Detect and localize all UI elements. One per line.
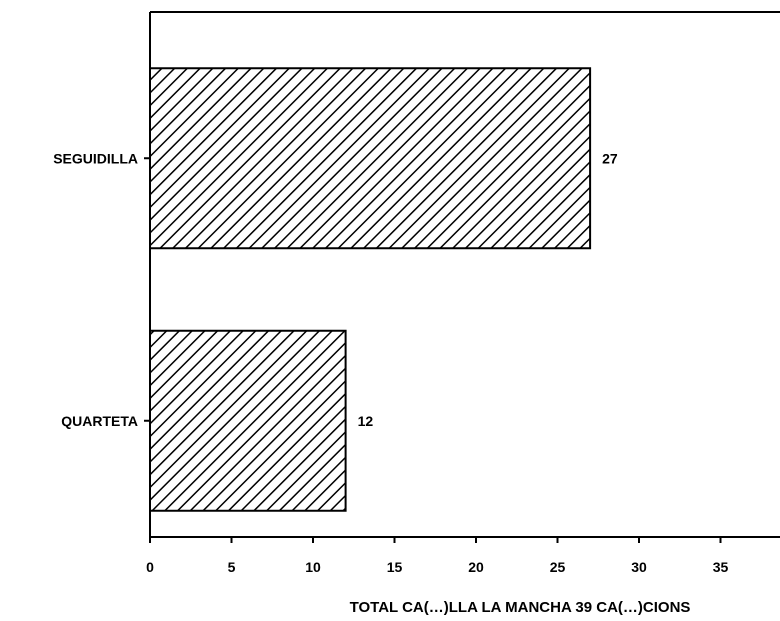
x-tick-label: 20	[468, 559, 484, 575]
x-tick-label: 25	[550, 559, 566, 575]
data-label: 27	[602, 150, 618, 166]
x-tick-label: 5	[228, 559, 236, 575]
x-tick-label: 35	[713, 559, 729, 575]
x-tick-label: 30	[631, 559, 647, 575]
x-tick-label: 15	[387, 559, 403, 575]
data-label: 12	[358, 413, 374, 429]
category-label: SEGUIDILLA	[53, 150, 138, 166]
x-tick-labels: 0 5 10 15 20 25 30 35	[146, 559, 728, 575]
x-axis-label: TOTAL CA(…)LLA LA MANCHA 39 CA(…)CIONS	[350, 599, 691, 616]
value-labels: 27 12	[358, 150, 618, 429]
bar-quarteta	[149, 329, 347, 512]
category-label: QUARTETA	[61, 413, 138, 429]
bars	[149, 67, 592, 512]
x-tick-label: 10	[305, 559, 321, 575]
category-labels: SEGUIDILLA QUARTETA	[53, 150, 138, 429]
bar-seguidilla	[149, 67, 592, 250]
x-tick-label: 0	[146, 559, 154, 575]
